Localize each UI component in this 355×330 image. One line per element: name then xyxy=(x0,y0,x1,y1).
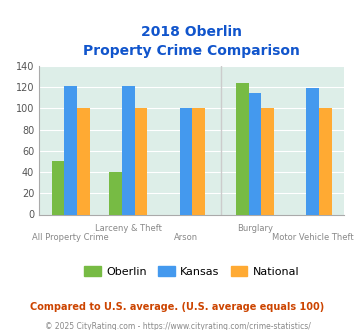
Text: Burglary: Burglary xyxy=(237,224,273,233)
Bar xyxy=(180,109,192,214)
Bar xyxy=(306,88,319,214)
Bar xyxy=(192,109,205,214)
Bar xyxy=(319,109,332,214)
Text: Larceny & Theft: Larceny & Theft xyxy=(95,224,162,233)
Bar xyxy=(249,92,261,214)
Bar xyxy=(64,86,77,214)
Title: 2018 Oberlin
Property Crime Comparison: 2018 Oberlin Property Crime Comparison xyxy=(83,25,300,58)
Bar xyxy=(77,109,90,214)
Bar xyxy=(236,83,249,214)
Bar xyxy=(52,161,64,214)
Text: © 2025 CityRating.com - https://www.cityrating.com/crime-statistics/: © 2025 CityRating.com - https://www.city… xyxy=(45,322,310,330)
Legend: Oberlin, Kansas, National: Oberlin, Kansas, National xyxy=(80,262,304,281)
Text: Motor Vehicle Theft: Motor Vehicle Theft xyxy=(272,233,354,242)
Bar xyxy=(109,172,122,214)
Bar xyxy=(135,109,147,214)
Text: Arson: Arson xyxy=(174,233,198,242)
Text: Compared to U.S. average. (U.S. average equals 100): Compared to U.S. average. (U.S. average … xyxy=(31,302,324,312)
Bar xyxy=(261,109,274,214)
Bar xyxy=(122,86,135,214)
Text: All Property Crime: All Property Crime xyxy=(32,233,109,242)
